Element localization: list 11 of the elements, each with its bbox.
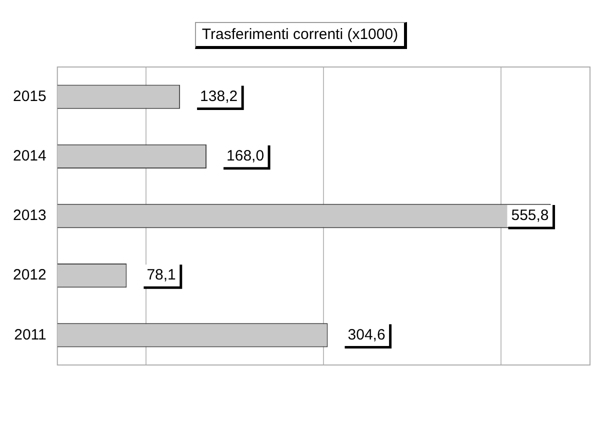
data-label: 138,2 — [200, 88, 238, 105]
y-tick-label: 2012 — [12, 266, 46, 284]
y-tick-label: 2014 — [12, 148, 46, 165]
y-tick-label: 2013 — [12, 207, 46, 224]
y-tick-label: 2015 — [12, 88, 46, 105]
data-label: 304,6 — [348, 326, 386, 344]
y-tick-label: 2011 — [14, 326, 46, 344]
chart-title: Trasferimenti correnti (x1000) — [194, 22, 408, 49]
data-label: 555,8 — [511, 207, 549, 224]
data-label: 78,1 — [146, 266, 176, 284]
data-label: 168,0 — [226, 148, 264, 165]
